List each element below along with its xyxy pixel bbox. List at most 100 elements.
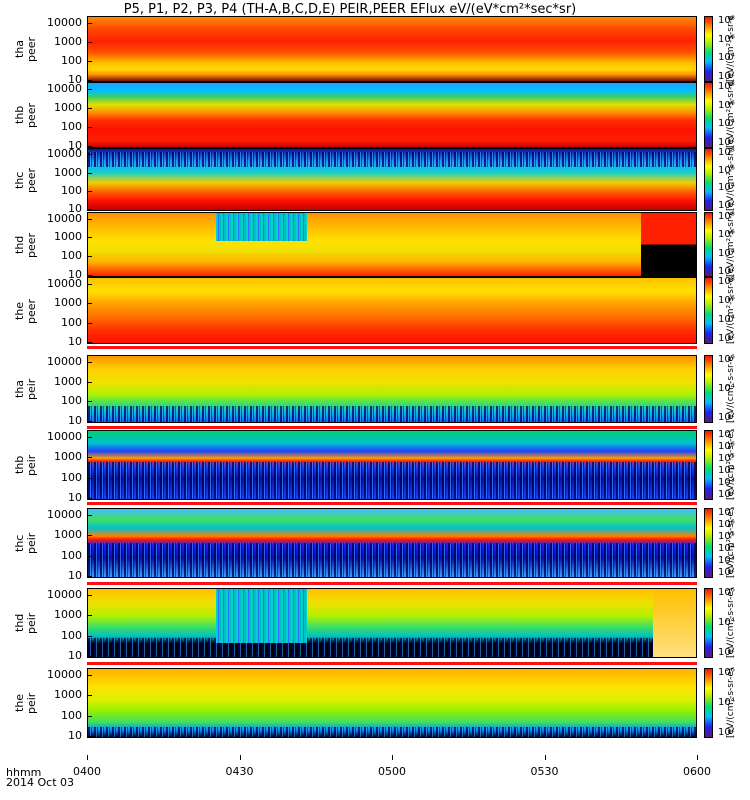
panel-separator [87, 426, 697, 429]
panel-ylabel: thd peir [13, 603, 44, 643]
colorbar-tick-label: 10⁶ [718, 33, 735, 45]
colorbar-tick-label: 10⁸ [718, 81, 735, 92]
spectrogram-plot [87, 355, 697, 423]
product-label: peer [25, 231, 38, 258]
spectrogram-plot [87, 588, 697, 658]
colorbar-tick-label: 10² [718, 567, 735, 578]
spectrogram-fill [88, 669, 696, 737]
noise-band [88, 461, 696, 499]
y-tick-label: 1000 [54, 688, 82, 702]
spectrogram-panel: 10 100 1000 10000 thd peir 10⁶ 10⁴ 10² [eV/(cm²-… [0, 587, 750, 662]
y-tick-label: 10000 [47, 430, 82, 444]
y-tick-label: 1000 [54, 450, 82, 464]
y-tick-mark [87, 342, 92, 344]
y-tick-label: 100 [61, 470, 82, 484]
y-tick-mark [87, 421, 92, 423]
x-tick-mark [697, 755, 698, 760]
colorbar-tick-label: 10⁴ [718, 465, 735, 476]
spectrogram-panel: 10 100 1000 10000 tha peer 10⁸ 10⁶ 10⁴ 10² [eV/(c… [0, 16, 750, 86]
y-tick-mark [87, 401, 92, 403]
y-tick-label: 100 [61, 119, 82, 133]
y-tick-label: 100 [61, 394, 82, 408]
colorbar-unit-label: [eV/(cm²-s-sr-eV)] [726, 588, 736, 658]
y-tick-mark [87, 695, 92, 697]
y-tick-label: 10 [68, 490, 82, 504]
y-tick-mark [87, 535, 92, 537]
x-tick-label: 0500 [378, 765, 406, 778]
y-tick-label: 10000 [47, 276, 82, 290]
colorbar-tick-label: 10⁶ [718, 354, 735, 365]
y-tick-mark [87, 256, 92, 258]
spectrogram-fill [88, 17, 696, 81]
colorbar-unit-label: [eV/(cm²-s-sr-eV)] [726, 355, 736, 423]
panel-ylabel: thc peir [13, 523, 44, 563]
colorbar-tick-label: 10⁴ [718, 383, 735, 394]
y-tick-mark [87, 22, 92, 24]
y-tick-label: 100 [61, 628, 82, 642]
colorbar [704, 16, 713, 82]
colorbar-tick-label: 10⁴ [718, 617, 735, 628]
colorbar [704, 430, 713, 500]
y-tick-label: 1000 [54, 100, 82, 114]
y-tick-mark [87, 209, 92, 211]
y-tick-label: 10 [68, 202, 82, 216]
colorbar-tick-label: 10⁶ [718, 587, 735, 598]
colorbar-tick-label: 10⁴ [718, 697, 735, 708]
spectrogram-plot [87, 277, 697, 344]
panel-ylabel: thb peir [13, 445, 44, 485]
y-tick-mark [87, 107, 92, 109]
colorbar-tick-label: 10⁵ [718, 531, 735, 542]
colorbar-tick-label: 10⁴ [718, 52, 735, 64]
spectrogram-plot [87, 668, 697, 738]
colorbar [704, 212, 713, 277]
x-tick-label: 0400 [73, 765, 101, 778]
y-tick-label: 10 [68, 335, 82, 349]
panel-ylabel: tha peir [13, 369, 44, 409]
panel-ylabel: the peir [13, 683, 44, 723]
colorbar-tick-label: 10⁵ [718, 453, 735, 464]
colorbar-unit-label: [eV/(cm²-s-sr-eV)] [726, 430, 736, 500]
colorbar-tick-label: 10² [718, 489, 735, 500]
y-tick-mark [87, 477, 92, 479]
y-tick-label: 10000 [47, 354, 82, 368]
product-label: peir [25, 612, 38, 634]
colorbar-unit-label: [eV/(cm²-s-sr-eV)] [726, 148, 736, 211]
colorbar [704, 355, 713, 423]
spectrogram-plot [87, 148, 697, 211]
spectrogram-panel: 10 100 1000 10000 the peer 10⁸ 10⁶ 10⁴ 10² [eV/(c… [0, 276, 750, 349]
y-tick-mark [87, 457, 92, 459]
colorbar-tick-label: 10⁴ [718, 314, 735, 325]
y-tick-label: 100 [61, 315, 82, 329]
colorbar-tick-label: 10² [718, 137, 735, 148]
chart-title: P5, P1, P2, P3, P4 (TH-A,B,C,D,E) PEIR,P… [123, 2, 577, 17]
colorbar-unit-label: [eV/(cm²-s-sr-eV)] [726, 508, 736, 578]
y-tick-mark [87, 154, 92, 156]
product-label: peer [25, 297, 38, 324]
y-tick-label: 10000 [47, 147, 82, 161]
spectrogram-plot [87, 16, 697, 82]
y-tick-label: 10 [68, 139, 82, 153]
panel-separator [87, 662, 697, 665]
x-tick-mark [392, 755, 393, 760]
y-tick-mark [87, 146, 92, 148]
colorbar-tick-label: 10⁶ [718, 229, 735, 241]
data-gap-block [641, 213, 696, 276]
x-axis-label: hhmm [6, 766, 42, 779]
y-tick-mark [87, 322, 92, 324]
y-tick-mark [87, 172, 92, 174]
y-tick-mark [87, 655, 92, 657]
colorbar [704, 148, 713, 211]
panel-separator [87, 582, 697, 585]
colorbar-tick-label: 10³ [718, 555, 735, 566]
colorbar-tick-label: 10⁷ [718, 429, 735, 440]
y-tick-label: 10 [68, 648, 82, 662]
panel-ylabel: thd peer [13, 225, 44, 265]
colorbar-tick-label: 10⁶ [718, 164, 735, 176]
spectrogram-plot [87, 430, 697, 500]
y-tick-label: 1000 [54, 165, 82, 179]
y-tick-label: 1000 [54, 608, 82, 622]
colorbar-tick-label: 10⁴ [718, 118, 735, 130]
y-tick-label: 10000 [47, 588, 82, 602]
colorbar-tick-label: 10² [718, 727, 735, 738]
panel-separator [87, 346, 697, 349]
